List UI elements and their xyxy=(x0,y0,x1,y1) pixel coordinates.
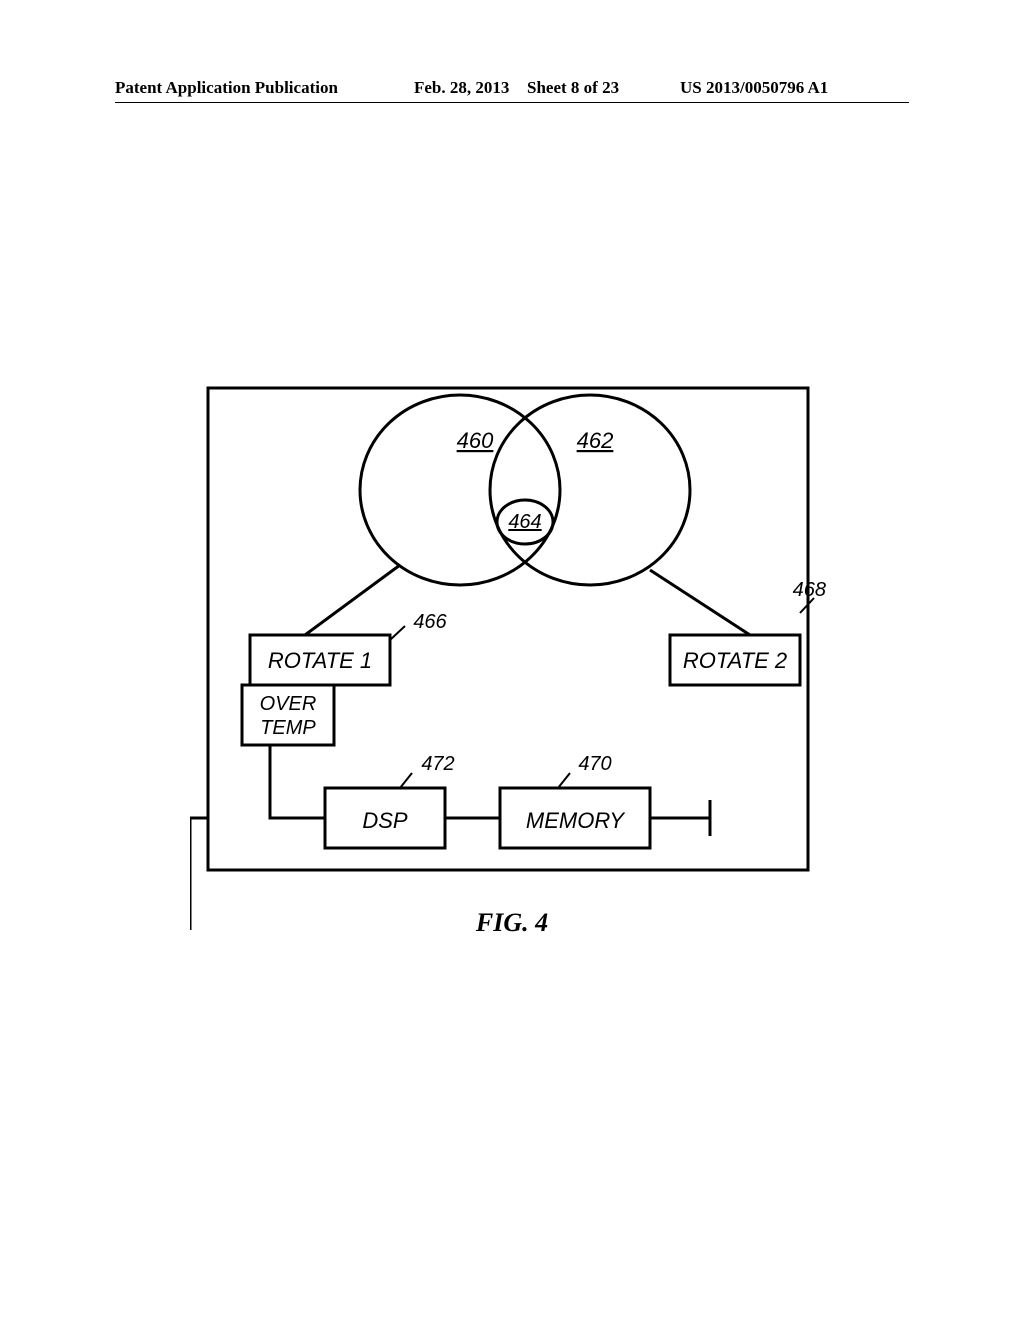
header-rule xyxy=(115,102,909,103)
line-462-rotate2 xyxy=(650,570,750,635)
ref-460: 460 xyxy=(457,428,494,453)
label-rotate1: ROTATE 1 xyxy=(268,648,372,673)
header-pubnum: US 2013/0050796 A1 xyxy=(680,78,828,98)
ref-466: 466 xyxy=(413,611,447,633)
ref-470: 470 xyxy=(578,753,611,775)
label-temp: TEMP xyxy=(260,717,316,739)
label-rotate2: ROTATE 2 xyxy=(683,648,787,673)
ref-464: 464 xyxy=(508,511,541,533)
tick-470 xyxy=(558,773,570,788)
circle-460 xyxy=(360,395,560,585)
label-over: OVER xyxy=(260,693,317,715)
ref-468: 468 xyxy=(793,579,826,601)
tick-466 xyxy=(390,626,405,640)
header-sheet: Sheet 8 of 23 xyxy=(527,78,619,98)
label-dsp: DSP xyxy=(362,808,408,833)
figure-4-diagram: 460 462 464 ROTATE 1 466 ROTATE 2 468 OV… xyxy=(190,370,826,888)
line-460-rotate1 xyxy=(305,565,400,635)
outer-box xyxy=(208,388,808,870)
header-title: Patent Application Publication xyxy=(115,78,338,98)
page: Patent Application Publication Feb. 28, … xyxy=(0,0,1024,1320)
tick-472 xyxy=(400,773,412,788)
figure-caption: FIG. 4 xyxy=(0,908,1024,938)
label-memory: MEMORY xyxy=(526,808,626,833)
link-overtemp-dsp xyxy=(270,745,325,818)
circle-462 xyxy=(490,395,690,585)
header-date: Feb. 28, 2013 xyxy=(414,78,509,98)
ref-462: 462 xyxy=(577,428,614,453)
ref-472: 472 xyxy=(421,753,454,775)
